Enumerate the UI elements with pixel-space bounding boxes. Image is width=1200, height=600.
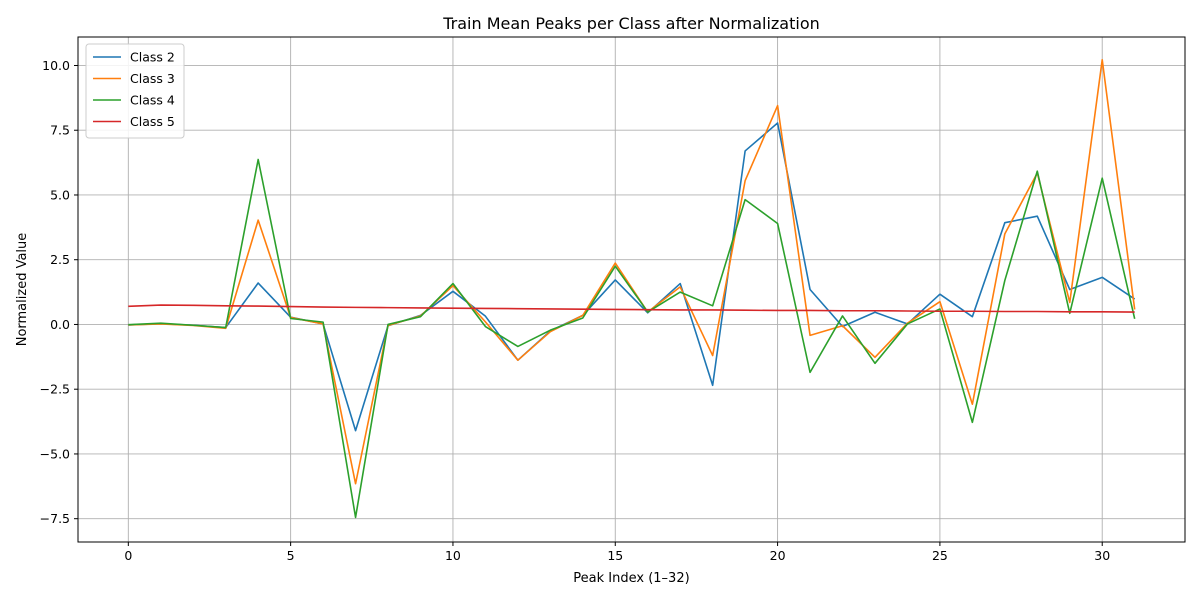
axis-ticks: 0 5 10 15 20 25 30 −7.5 −5.0 −2.5 0.0 2.5 5.0 7.5 10.0 [40,58,1111,563]
y-tick-label: −7.5 [40,511,70,526]
legend-entry-label: Class 4 [130,93,175,108]
legend: Class 2 Class 3 Class 4 Class 5 [85,43,185,139]
y-tick-label: −2.5 [40,382,70,397]
x-axis-label: Peak Index (1–32) [573,571,689,586]
grid [78,37,1185,542]
x-tick-label: 20 [770,548,786,563]
chart-title: Train Mean Peaks per Class after Normali… [442,14,820,33]
y-axis-label: Normalized Value [15,233,30,347]
y-tick-label: −5.0 [40,446,70,461]
y-tick-label: 0.0 [50,317,70,332]
series-line-class-3 [128,58,1136,485]
legend-box [85,43,185,139]
legend-entry-label: Class 3 [130,71,175,86]
y-tick-label: 7.5 [50,123,70,138]
y-tick-label: 2.5 [50,252,70,267]
x-tick-label: 30 [1094,548,1110,563]
legend-entry-label: Class 5 [130,114,175,129]
x-tick-label: 25 [932,548,948,563]
x-tick-label: 15 [607,548,623,563]
y-tick-label: 10.0 [42,58,70,73]
plot-frame [77,36,1186,543]
x-tick-label: 10 [445,548,461,563]
x-tick-label: 5 [287,548,295,563]
y-tick-label: 5.0 [50,187,70,202]
series-line-class-5 [128,304,1135,313]
series-line-class-4 [128,158,1136,519]
series-lines [128,58,1136,519]
series-line-class-2 [128,122,1136,432]
x-tick-label: 0 [124,548,132,563]
legend-entry-label: Class 2 [130,50,175,65]
